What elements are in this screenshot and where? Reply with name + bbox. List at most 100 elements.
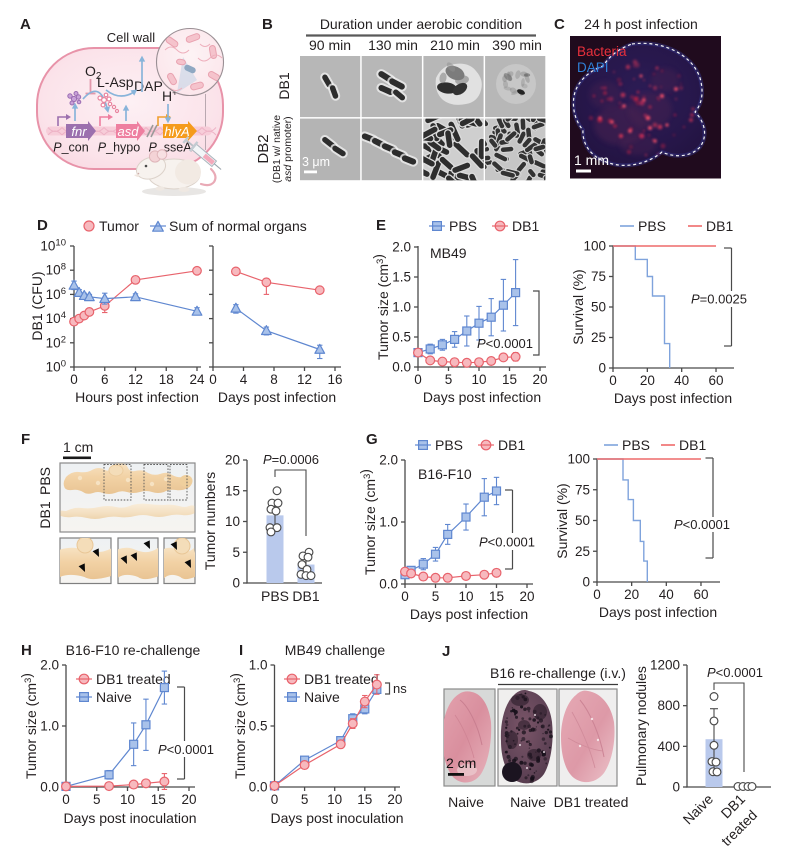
svg-text:1 mm: 1 mm: [574, 152, 609, 168]
svg-text:Survival (%): Survival (%): [554, 483, 570, 558]
svg-text:PBS: PBS: [449, 218, 477, 234]
svg-text:PBS: PBS: [638, 218, 666, 234]
svg-text:P<0.0001: P<0.0001: [479, 535, 535, 550]
svg-text:PBS: PBS: [622, 437, 650, 453]
svg-text:2 cm: 2 cm: [446, 755, 476, 771]
svg-text:Days post infection: Days post infection: [218, 389, 336, 405]
svg-text:4: 4: [240, 372, 248, 387]
svg-text:DAPI: DAPI: [577, 60, 609, 75]
svg-text:A: A: [20, 16, 31, 33]
svg-text:60: 60: [693, 587, 708, 602]
svg-text:40: 40: [674, 373, 689, 388]
svg-text:20: 20: [181, 792, 196, 807]
svg-text:PBS: PBS: [435, 437, 463, 453]
svg-text:J: J: [442, 643, 450, 660]
svg-text:E: E: [376, 217, 386, 234]
svg-text:0.0: 0.0: [379, 577, 398, 592]
svg-text:15: 15: [357, 792, 372, 807]
svg-text:130 min: 130 min: [368, 37, 418, 53]
svg-text:P=0.0025: P=0.0025: [691, 292, 747, 307]
svg-text:DB2: DB2: [255, 134, 272, 163]
svg-text:10: 10: [471, 372, 486, 387]
svg-text:1200: 1200: [650, 657, 680, 672]
svg-text:P<0.0001: P<0.0001: [158, 742, 214, 757]
svg-text:1 cm: 1 cm: [63, 439, 93, 455]
svg-text:Naive: Naive: [304, 689, 340, 705]
svg-text:ns: ns: [393, 681, 407, 696]
svg-text:DB1 (CFU): DB1 (CFU): [29, 271, 45, 340]
svg-text:210 min: 210 min: [430, 37, 480, 53]
svg-text:20: 20: [519, 589, 534, 604]
svg-text:5: 5: [301, 792, 309, 807]
svg-text:0: 0: [582, 575, 590, 590]
svg-text:C: C: [554, 16, 565, 33]
svg-text:F: F: [21, 431, 30, 448]
svg-text:0: 0: [70, 372, 78, 387]
svg-text:10: 10: [225, 514, 240, 529]
svg-text:L-Asp: L-Asp: [97, 74, 134, 90]
svg-text:I: I: [239, 642, 243, 659]
svg-text:1.0: 1.0: [379, 515, 398, 530]
svg-text:0.0: 0.0: [249, 780, 268, 795]
svg-text:Days post infection: Days post infection: [410, 606, 528, 622]
svg-text:hlyA: hlyA: [164, 124, 189, 139]
svg-text:1.5: 1.5: [392, 270, 411, 285]
svg-text:20: 20: [532, 372, 547, 387]
svg-text:DB1: DB1: [512, 218, 539, 234]
svg-text:50: 50: [575, 513, 590, 528]
svg-text:B16 re-challenge (i.v.): B16 re-challenge (i.v.): [490, 665, 626, 681]
svg-text:DB1 treated: DB1 treated: [96, 671, 171, 687]
svg-text:P_hypo: P_hypo: [98, 141, 140, 155]
svg-text:Tumor: Tumor: [99, 218, 139, 234]
svg-text:20: 20: [624, 587, 639, 602]
svg-text:1.0: 1.0: [249, 658, 268, 673]
svg-text:60: 60: [709, 373, 724, 388]
svg-text:100: 100: [567, 452, 590, 467]
svg-text:PBS: PBS: [37, 467, 53, 495]
svg-text:DAP: DAP: [134, 78, 163, 94]
svg-text:PBS: PBS: [261, 588, 289, 604]
svg-text:Tumor size (cm3): Tumor size (cm3): [370, 254, 391, 360]
svg-text:24 h post infection: 24 h post infection: [584, 16, 698, 32]
svg-text:10: 10: [120, 792, 135, 807]
svg-text:0: 0: [609, 373, 617, 388]
svg-text:0: 0: [62, 792, 70, 807]
svg-text:B16-F10: B16-F10: [418, 466, 472, 482]
svg-text:H: H: [21, 642, 32, 659]
svg-text:0.5: 0.5: [392, 330, 411, 345]
svg-text:18: 18: [159, 372, 174, 387]
svg-text:3 μm: 3 μm: [302, 155, 330, 169]
svg-text:fnr: fnr: [71, 124, 87, 139]
svg-text:DB1 treated: DB1 treated: [554, 794, 629, 810]
svg-text:asd: asd: [118, 124, 140, 139]
svg-text:Hours post infection: Hours post infection: [75, 389, 199, 405]
svg-text:Tumor size (cm3): Tumor size (cm3): [227, 673, 248, 779]
svg-text:5: 5: [93, 792, 101, 807]
svg-text:5: 5: [232, 545, 240, 560]
svg-text:12: 12: [128, 372, 143, 387]
svg-text:Survival (%): Survival (%): [570, 269, 586, 344]
svg-text:MB49: MB49: [430, 245, 467, 261]
svg-text:1.0: 1.0: [392, 300, 411, 315]
svg-text:15: 15: [502, 372, 517, 387]
svg-text:15: 15: [489, 589, 504, 604]
svg-text:Naive: Naive: [96, 689, 132, 705]
svg-text:Tumor numbers: Tumor numbers: [202, 472, 218, 570]
svg-text:0.5: 0.5: [249, 719, 268, 734]
svg-text:0.0: 0.0: [40, 780, 59, 795]
svg-text:12: 12: [297, 372, 312, 387]
svg-text:5: 5: [432, 589, 440, 604]
svg-text:Tumor size (cm3): Tumor size (cm3): [357, 469, 378, 575]
svg-text:0: 0: [209, 372, 217, 387]
svg-text:20: 20: [387, 792, 402, 807]
svg-text:Naive: Naive: [510, 794, 546, 810]
svg-text:0: 0: [672, 780, 680, 795]
svg-text:1.0: 1.0: [40, 719, 59, 734]
svg-text:DB1 treated: DB1 treated: [304, 671, 379, 687]
svg-text:15: 15: [225, 483, 240, 498]
svg-text:25: 25: [591, 330, 606, 345]
svg-text:DB1: DB1: [498, 437, 525, 453]
svg-text:0: 0: [593, 587, 601, 602]
svg-text:Days post infection: Days post infection: [423, 389, 541, 405]
svg-text:Cell wall: Cell wall: [107, 30, 156, 45]
